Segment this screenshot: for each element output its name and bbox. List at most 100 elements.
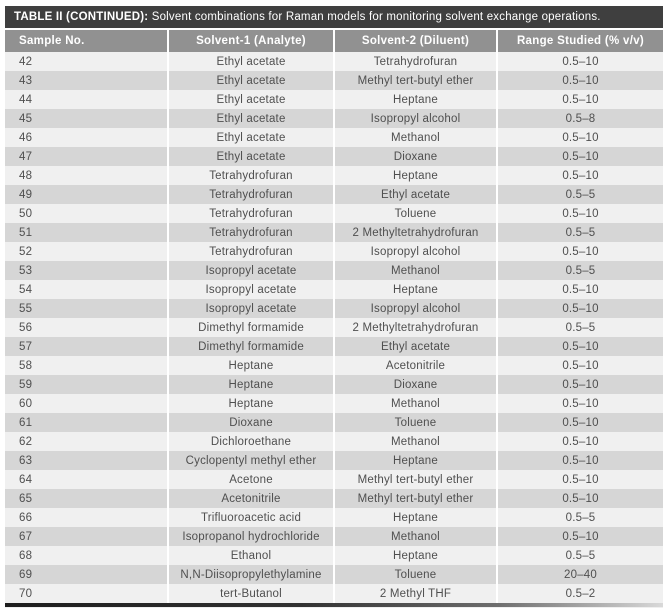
cell-sample-no: 52 [5,242,168,261]
table-row: 46 Ethyl acetate Methanol 0.5–10 [5,128,663,147]
table-row: 65 Acetonitrile Methyl tert-butyl ether 0.5… [5,489,663,508]
cell-sample-no: 50 [5,204,168,223]
cell-solvent-2: 2 Methyltetrahydrofuran [333,223,497,242]
cell-solvent-1: Tetrahydrofuran [167,185,334,204]
table-row: 45 Ethyl acetate Isopropyl alcohol 0.5–8 [5,109,663,128]
cell-range-studied: 0.5–10 [496,337,663,356]
cell-solvent-1: tert-Butanol [167,584,334,603]
cell-solvent-1: Ethyl acetate [167,128,334,147]
cell-solvent-1: Acetonitrile [167,489,334,508]
column-header-solvent-2: Solvent-2 (Diluent) [333,30,497,52]
cell-solvent-1: Ethyl acetate [167,147,334,166]
cell-solvent-2: Methanol [333,394,497,413]
cell-solvent-2: Heptane [333,546,497,565]
cell-solvent-1: Ethyl acetate [167,109,334,128]
cell-range-studied: 0.5–5 [496,508,663,527]
cell-solvent-2: 2 Methyltetrahydrofuran [333,318,497,337]
table-row: 62 Dichloroethane Methanol 0.5–10 [5,432,663,451]
cell-solvent-1: Dioxane [167,413,334,432]
cell-solvent-2: 2 Methyl THF [333,584,497,603]
cell-range-studied: 0.5–10 [496,489,663,508]
cell-range-studied: 0.5–10 [496,52,663,71]
cell-sample-no: 47 [5,147,168,166]
cell-solvent-1: Ethyl acetate [167,71,334,90]
cell-sample-no: 70 [5,584,168,603]
cell-sample-no: 62 [5,432,168,451]
table-body: 42 Ethyl acetate Tetrahydrofuran 0.5–10 43 Et… [5,52,663,603]
cell-sample-no: 64 [5,470,168,489]
table-row: 64 Acetone Methyl tert-butyl ether 0.5–10 [5,470,663,489]
cell-sample-no: 68 [5,546,168,565]
cell-solvent-1: Isopropanol hydrochloride [167,527,334,546]
cell-sample-no: 60 [5,394,168,413]
cell-sample-no: 46 [5,128,168,147]
table-row: 51 Tetrahydrofuran 2 Methyltetrahydrofuran… [5,223,663,242]
cell-solvent-2: Heptane [333,508,497,527]
cell-range-studied: 0.5–10 [496,128,663,147]
table-row: 58 Heptane Acetonitrile 0.5–10 [5,356,663,375]
table-title-label: TABLE II (CONTINUED): [14,11,149,23]
cell-range-studied: 0.5–5 [496,185,663,204]
cell-solvent-1: Ethyl acetate [167,90,334,109]
cell-range-studied: 0.5–5 [496,261,663,280]
table-row: 52 Tetrahydrofuran Isopropyl alcohol 0.5–10 [5,242,663,261]
cell-solvent-1: Acetone [167,470,334,489]
cell-sample-no: 45 [5,109,168,128]
table-row: 70 tert-Butanol 2 Methyl THF 0.5–2 [5,584,663,603]
cell-sample-no: 49 [5,185,168,204]
cell-solvent-1: Isopropyl acetate [167,299,334,318]
table-row: 54 Isopropyl acetate Heptane 0.5–10 [5,280,663,299]
cell-solvent-2: Heptane [333,280,497,299]
cell-sample-no: 55 [5,299,168,318]
table-row: 67 Isopropanol hydrochloride Methanol 0.5–1… [5,527,663,546]
cell-solvent-2: Methanol [333,527,497,546]
cell-range-studied: 0.5–10 [496,90,663,109]
cell-range-studied: 0.5–10 [496,432,663,451]
cell-solvent-1: Heptane [167,375,334,394]
cell-solvent-2: Toluene [333,413,497,432]
cell-range-studied: 0.5–5 [496,318,663,337]
cell-sample-no: 56 [5,318,168,337]
cell-solvent-1: Heptane [167,394,334,413]
cell-sample-no: 44 [5,90,168,109]
cell-solvent-2: Ethyl acetate [333,185,497,204]
cell-solvent-2: Ethyl acetate [333,337,497,356]
cell-solvent-2: Methanol [333,432,497,451]
cell-sample-no: 67 [5,527,168,546]
table-row: 53 Isopropyl acetate Methanol 0.5–5 [5,261,663,280]
cell-solvent-2: Isopropyl alcohol [333,242,497,261]
cell-solvent-2: Toluene [333,204,497,223]
cell-solvent-2: Acetonitrile [333,356,497,375]
cell-range-studied: 0.5–10 [496,147,663,166]
cell-solvent-2: Toluene [333,565,497,584]
table-row: 55 Isopropyl acetate Isopropyl alcohol 0.5–… [5,299,663,318]
header-row: Sample No. Solvent-1 (Analyte) Solvent-2… [5,30,663,52]
cell-sample-no: 66 [5,508,168,527]
cell-solvent-1: Tetrahydrofuran [167,166,334,185]
cell-range-studied: 0.5–2 [496,584,663,603]
cell-range-studied: 0.5–10 [496,71,663,90]
cell-solvent-1: Tetrahydrofuran [167,223,334,242]
table-row: 59 Heptane Dioxane 0.5–10 [5,375,663,394]
cell-range-studied: 0.5–10 [496,356,663,375]
solvent-combinations-table: TABLE II (CONTINUED): Solvent combinatio… [5,6,663,608]
cell-range-studied: 0.5–10 [496,470,663,489]
table-row: 42 Ethyl acetate Tetrahydrofuran 0.5–10 [5,52,663,71]
table-row: 50 Tetrahydrofuran Toluene 0.5–10 [5,204,663,223]
table-row: 47 Ethyl acetate Dioxane 0.5–10 [5,147,663,166]
cell-range-studied: 0.5–10 [496,299,663,318]
cell-solvent-1: Dimethyl formamide [167,318,334,337]
cell-sample-no: 61 [5,413,168,432]
cell-sample-no: 63 [5,451,168,470]
cell-solvent-2: Isopropyl alcohol [333,299,497,318]
cell-sample-no: 54 [5,280,168,299]
table-row: 60 Heptane Methanol 0.5–10 [5,394,663,413]
table-row: 66 Trifluoroacetic acid Heptane 0.5–5 [5,508,663,527]
table-bottom-rule [5,603,663,608]
table-row: 57 Dimethyl formamide Ethyl acetate 0.5–10 [5,337,663,356]
cell-range-studied: 0.5–5 [496,223,663,242]
cell-solvent-1: Isopropyl acetate [167,280,334,299]
table-row: 61 Dioxane Toluene 0.5–10 [5,413,663,432]
table-row: 68 Ethanol Heptane 0.5–5 [5,546,663,565]
